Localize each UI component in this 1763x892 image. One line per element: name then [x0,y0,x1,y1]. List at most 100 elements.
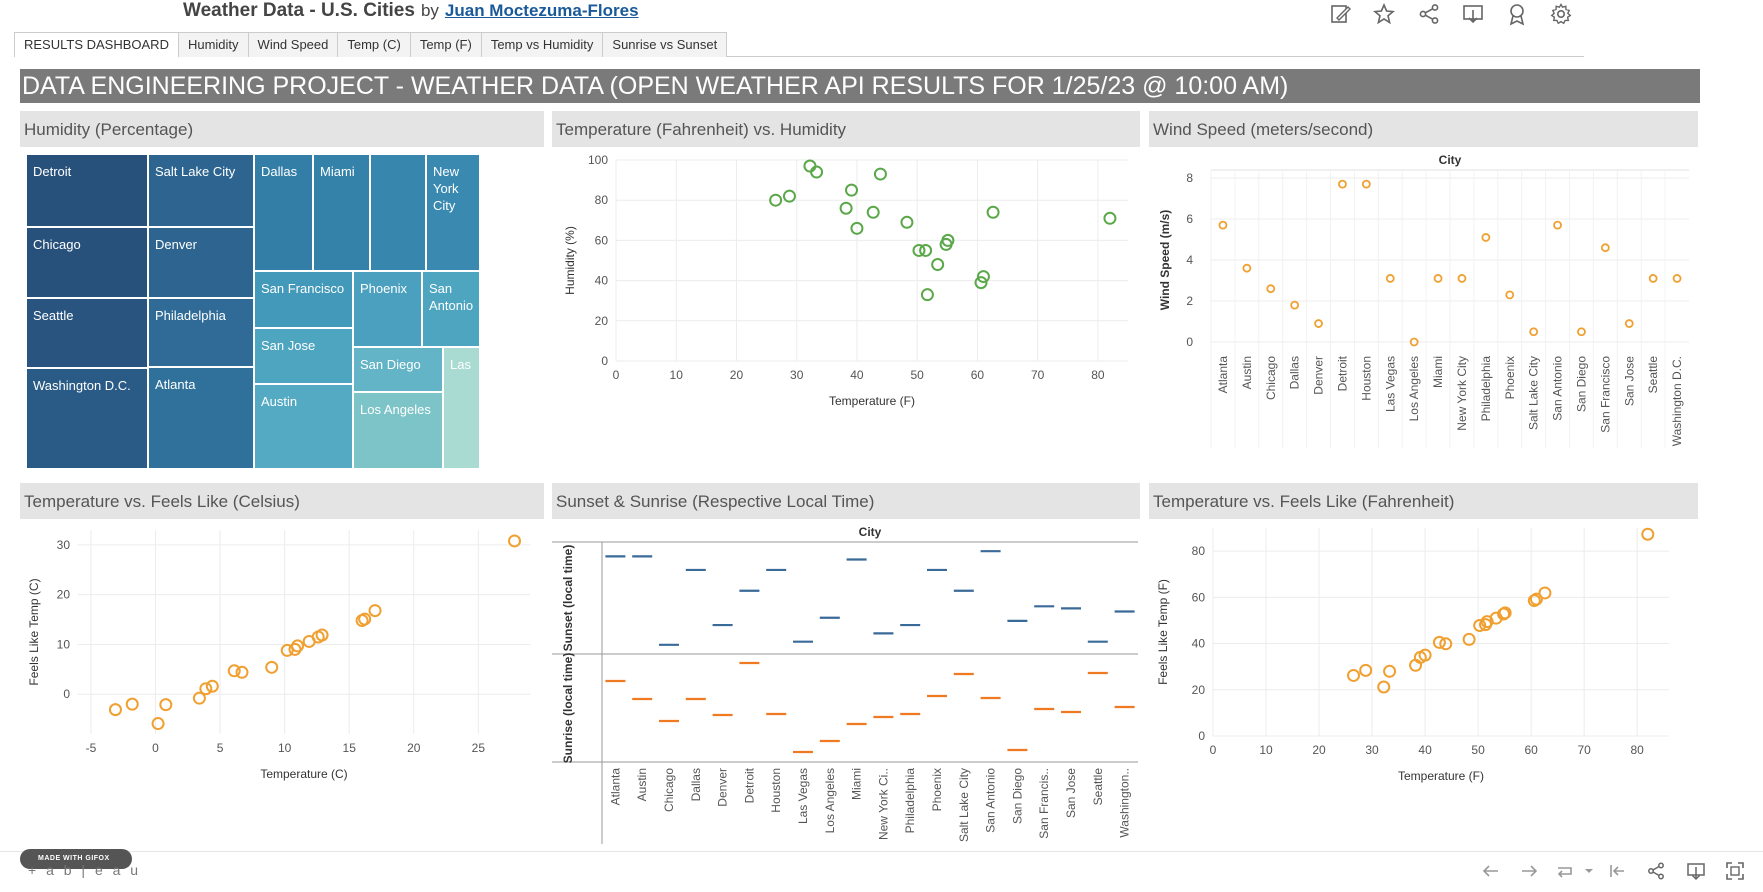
treemap-cell-chicago[interactable]: Chicago [26,227,148,298]
tab-sunrise-vs-sunset[interactable]: Sunrise vs Sunset [602,32,728,57]
category-label: New York Ci.. [876,768,890,840]
data-point [1433,274,1443,283]
treemap-cell-washington-d-c[interactable]: Washington D.C. [26,368,148,469]
treemap-cell-las[interactable]: Las [443,347,480,469]
treemap-cell-san-francisco[interactable]: San Francisco [254,271,353,328]
workbook-title: Weather Data - U.S. Cities by Juan Moctezu… [183,0,639,22]
panel-title-sun: Sunset & Sunrise (Respective Local Time) [552,483,1140,519]
treemap-cell-los-angeles[interactable]: Los Angeles [353,392,443,469]
data-point [1266,284,1276,294]
download-icon[interactable] [1461,2,1485,26]
data-point [919,243,933,257]
author-link[interactable]: Juan Moctezuma-Flores [444,1,639,20]
data-point [1409,337,1419,347]
category-label: Phoenix [930,768,944,811]
x-tick-label: 70 [1577,743,1591,757]
star-icon[interactable] [1372,2,1396,26]
revert-icon[interactable] [1554,860,1576,882]
category-label: Salt Lake City [1527,356,1541,430]
panel-title-humidity: Humidity (Percentage) [20,111,544,147]
data-point [1218,220,1228,230]
treemap-cell-san-jose[interactable]: San Jose [254,328,353,384]
data-point [1377,680,1391,694]
column-header: City [1439,153,1462,167]
x-tick-label: 30 [1365,743,1379,757]
treemap-cell-new-york-city[interactable]: New York City [426,154,480,271]
x-tick-label: 10 [1259,743,1273,757]
data-point [974,276,988,290]
category-label: Austin [1240,356,1254,389]
data-point [1529,327,1539,337]
category-label: Houston [1359,356,1373,401]
data-point [1359,663,1373,677]
treemap-cell-denver[interactable]: Denver [148,227,254,298]
tab-temp-c[interactable]: Temp (C) [337,32,411,57]
y-tick-label: 40 [1192,637,1206,651]
treemap-cell-san-antonio[interactable]: San Antonio [422,271,480,347]
treemap-cell-dallas[interactable]: Dallas [254,154,313,271]
tab-humidity[interactable]: Humidity [177,32,249,57]
feels-like-f-scatter: 0 10 20 30 40 50 60 70 80 0 20 40 60 80 Temperature (F… [1156,527,1669,783]
badge-icon[interactable] [1505,2,1529,26]
data-point [1498,606,1512,620]
category-label: Phoenix [1503,356,1517,399]
treemap-cell-detroit[interactable]: Detroit [26,154,148,227]
data-point [1361,179,1371,189]
edit-icon[interactable] [1328,2,1352,26]
treemap-cell-seattle[interactable]: Seattle [26,298,148,368]
treemap-cell-phoenix[interactable]: Phoenix [353,271,422,347]
category-label: Seattle [1091,768,1105,806]
category-label: Philadelphia [1479,356,1493,422]
treemap-cell-philadelphia[interactable]: Philadelphia [148,298,254,367]
treemap-cell-san-diego[interactable]: San Diego [353,347,443,392]
footer-download-icon[interactable] [1685,860,1707,882]
category-label: Chicago [662,768,676,812]
gear-icon[interactable] [1549,2,1573,26]
refresh-icon[interactable] [1606,860,1628,882]
x-tick-label: 40 [850,368,864,382]
data-point [850,221,864,235]
category-label: Miami [850,768,864,800]
data-point [1473,619,1487,633]
data-point [1383,664,1397,678]
tab-wind-speed[interactable]: Wind Speed [247,32,339,57]
title-text: Weather Data - U.S. Cities [183,0,415,21]
tab-temp-vs-humidity[interactable]: Temp vs Humidity [480,32,604,57]
feels-like-c-scatter: -5 0 5 10 15 20 25 0 10 20 30 Temperature (C) Feels … [27,530,530,781]
x-tick-label: 20 [730,368,744,382]
category-label: Washington.. [1118,768,1132,838]
x-tick-label: 0 [1210,743,1217,757]
data-point [931,258,945,272]
category-label: San Francis.. [1037,768,1051,839]
y-axis-label: Humidity (%) [563,226,577,295]
category-label: Dallas [1288,356,1302,389]
panel-title-feels-c: Temperature vs. Feels Like (Celsius) [20,483,544,519]
treemap-cell-salt-lake-city[interactable]: Salt Lake City [148,154,254,227]
tab-temp-f[interactable]: Temp (F) [409,32,482,57]
treemap-cell-atlanta[interactable]: Atlanta [148,367,254,469]
data-point [976,270,990,284]
undo-icon[interactable] [1480,860,1502,882]
data-point [941,233,955,247]
fullscreen-icon[interactable] [1724,860,1746,882]
data-point [1641,527,1655,541]
treemap-cell-austin[interactable]: Austin [254,384,353,469]
share-icon[interactable] [1417,2,1441,26]
data-point [280,643,294,657]
data-point [912,243,926,257]
redo-icon[interactable] [1518,860,1540,882]
x-tick-label: 50 [910,368,924,382]
y-tick-label: 20 [1192,683,1206,697]
data-point [1457,274,1467,283]
data-point [810,165,824,179]
tab-results-dashboard[interactable]: RESULTS DASHBOARD [14,32,179,57]
footer-share-icon[interactable] [1645,860,1667,882]
x-tick-label: 60 [1524,743,1538,757]
data-point [1314,319,1323,328]
treemap-cell-unlabeled[interactable] [370,154,426,271]
data-point [199,682,213,696]
chevron-down-icon[interactable] [1578,860,1600,882]
category-label: San Jose [1064,768,1078,818]
treemap-cell-miami[interactable]: Miami [313,154,370,271]
data-point [1385,274,1395,283]
